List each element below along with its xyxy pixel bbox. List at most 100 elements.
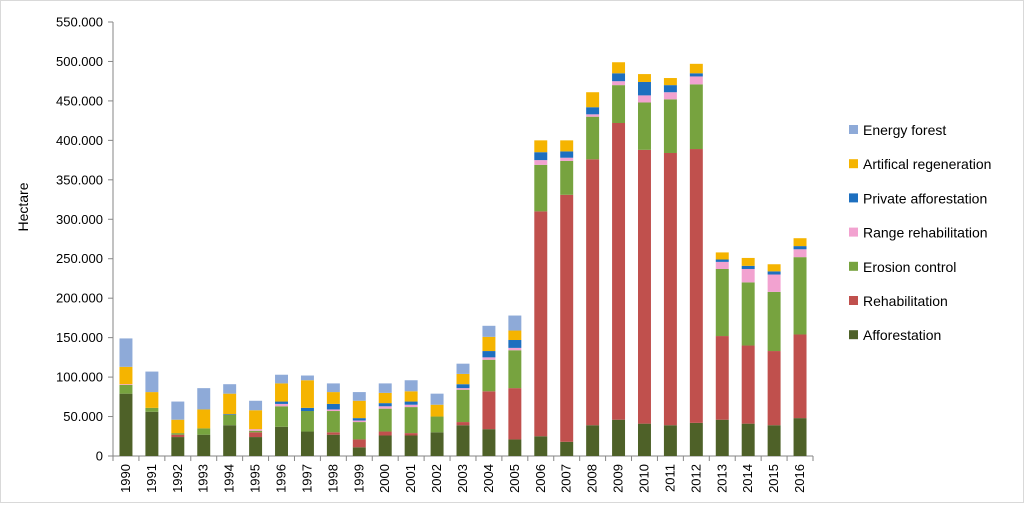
legend: Energy forest Artifical regeneration Priva… [849,122,991,343]
bars [119,62,807,456]
x-tick-label: 2009 [611,464,626,493]
legend-swatch-range-rehabilitation [849,227,858,237]
bar-segment-afforestation-1992 [171,437,185,456]
bar-segment-artifical-regeneration-2003 [456,373,470,385]
x-tick-label: 2016 [792,464,807,493]
bar-segment-erosion-control-2001 [404,407,418,434]
x-tick-label: 2014 [740,464,755,493]
x-tick-label: 2007 [559,464,574,493]
legend-swatch-erosion-control [849,261,858,271]
bar-segment-erosion-control-1995 [249,430,263,433]
x-tick-label: 1999 [351,464,366,493]
bar-segment-private-afforestation-2008 [586,107,600,115]
bar-segment-range-rehabilitation-2003 [456,388,470,390]
bar-segment-range-rehabilitation-2000 [378,406,392,409]
bar-segment-erosion-control-2008 [586,116,600,160]
bar-segment-afforestation-1995 [249,437,263,456]
y-tick-labels: 0 50.000 100.000 150.000 200.000 250.000 300.0… [56,15,103,464]
bar-segment-afforestation-1998 [326,434,340,456]
bar-segment-artifical-regeneration-2006 [534,140,548,153]
bar-segment-artifical-regeneration-1991 [145,392,159,408]
bar-segment-rehabilitation-1995 [249,432,263,438]
x-tick-label: 2003 [455,464,470,493]
bar-segment-energy-forest-1992 [171,401,185,420]
legend-label-rehabilitation: Rehabilitation [863,293,948,309]
bar-segment-private-afforestation-2015 [767,271,781,275]
bar-segment-afforestation-2007 [560,441,574,456]
x-tick-labels: 1990 1991 1992 1993 1994 1995 1996 1997 1998 1999… [118,464,807,493]
bar-segment-range-rehabilitation-1995 [249,429,263,431]
bar-segment-range-rehabilitation-2015 [767,274,781,292]
bar-segment-artifical-regeneration-1994 [223,393,237,415]
bar-segment-rehabilitation-1998 [326,432,340,435]
bar-segment-afforestation-2014 [741,423,755,456]
bar-segment-energy-forest-1999 [352,392,366,401]
bar-segment-energy-forest-1990 [119,338,133,367]
bar-segment-rehabilitation-2004 [482,391,496,430]
bar-segment-erosion-control-2004 [482,359,496,392]
y-tick-label: 550.000 [56,15,103,30]
bar-segment-artifical-regeneration-2005 [508,330,522,341]
bar-segment-energy-forest-2002 [430,393,444,405]
bar-segment-rehabilitation-2005 [508,388,522,440]
bar-segment-rehabilitation-2012 [689,149,703,423]
legend-swatch-private-afforestation [849,193,858,203]
bar-segment-rehabilitation-2016 [793,334,807,419]
x-tick-label: 1992 [170,464,185,493]
bar-segment-rehabilitation-2008 [586,159,600,426]
bar-segment-artifical-regeneration-2016 [793,238,807,247]
x-tick-label: 2008 [585,464,600,493]
bar-segment-private-afforestation-2004 [482,351,496,358]
bar-segment-rehabilitation-2003 [456,422,470,426]
x-tick-label: 1991 [144,464,159,493]
bar-segment-artifical-regeneration-1998 [326,392,340,404]
bar-segment-erosion-control-2007 [560,160,574,195]
bar-segment-erosion-control-1998 [326,411,340,433]
bar-segment-private-afforestation-2007 [560,151,574,158]
bar-segment-artifical-regeneration-1993 [197,409,211,429]
bar-segment-range-rehabilitation-2006 [534,160,548,165]
bar-segment-rehabilitation-1992 [171,434,185,438]
bar-segment-afforestation-2002 [430,432,444,456]
bar-segment-afforestation-2006 [534,436,548,456]
bar-segment-afforestation-2009 [612,419,626,456]
bar-segment-rehabilitation-2010 [638,149,651,424]
bar-segment-artifical-regeneration-2004 [482,336,496,352]
x-tick-label: 1995 [248,464,263,493]
bar-segment-artifical-regeneration-2008 [586,92,600,108]
bar-segment-afforestation-1996 [275,426,288,456]
bar-segment-energy-forest-1997 [300,375,314,381]
bar-segment-artifical-regeneration-2015 [767,264,781,272]
bar-segment-erosion-control-1999 [352,422,366,440]
bar-segment-range-rehabilitation-2012 [689,76,703,85]
bar-segment-rehabilitation-2015 [767,351,781,426]
bar-segment-erosion-control-1996 [275,406,288,427]
bar-segment-artifical-regeneration-2012 [689,63,703,74]
bar-segment-erosion-control-2006 [534,164,548,212]
bar-segment-range-rehabilitation-2005 [508,347,522,351]
bar-segment-energy-forest-2004 [482,325,496,337]
bar-segment-artifical-regeneration-2002 [430,404,444,417]
bar-segment-afforestation-1999 [352,447,366,456]
x-tick-label: 1997 [299,464,314,493]
bar-segment-rehabilitation-2013 [715,336,729,420]
bar-segment-private-afforestation-2011 [663,85,677,93]
bar-segment-erosion-control-2003 [456,389,470,423]
y-tick-label: 500.000 [56,54,103,69]
y-tick-label: 400.000 [56,133,103,148]
bar-segment-afforestation-1990 [119,393,133,456]
bar-segment-energy-forest-2001 [404,380,418,392]
bar-segment-artifical-regeneration-2000 [378,392,392,404]
x-tick-label: 2013 [714,464,729,493]
bar-segment-private-afforestation-2016 [793,246,807,250]
bar-segment-afforestation-2003 [456,425,470,456]
x-tick-label: 1998 [325,464,340,493]
bar-segment-artifical-regeneration-2001 [404,391,418,402]
bar-segment-artifical-regeneration-1992 [171,419,185,434]
x-tick-label: 1993 [196,464,211,493]
y-tick-label: 50.000 [63,409,103,424]
bar-segment-afforestation-2010 [638,423,651,456]
bar-segment-energy-forest-1998 [326,383,340,393]
